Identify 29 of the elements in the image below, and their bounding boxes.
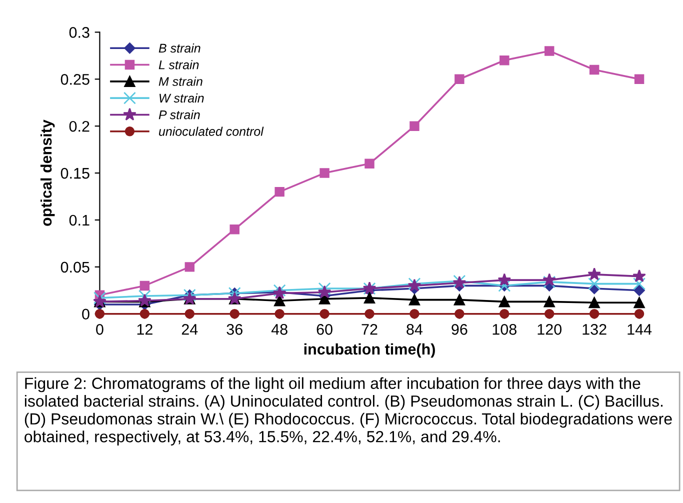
x-tick-label: 0 xyxy=(96,324,104,335)
legend-label: L strain xyxy=(158,60,199,70)
legend-label: W strain xyxy=(160,93,204,103)
y-tick-label: 0.2 xyxy=(69,120,90,132)
y-tick-label: 0.15 xyxy=(60,168,90,179)
x-tick-label: 108 xyxy=(492,324,516,335)
y-tick-label: 0.25 xyxy=(60,74,90,85)
x-tick-label: 12 xyxy=(137,324,152,335)
x-tick-label: 36 xyxy=(226,324,242,335)
legend-label: M strain xyxy=(158,76,202,86)
y-tick-label: 0 xyxy=(82,308,90,320)
x-tick-label: 132 xyxy=(582,324,606,335)
caption: Figure 2: Chromatograms of the light oil medium after incubation for three days with the isolated bacterial strains. (A) Uninoculated control. (B) Pseudomonas strain L. (C) Bacillus. (D) Pseudomonas strain W.\ (E) Rhodococcus. (F) Micrococcus. Total biodegradations were obtained, respectively, at 53.4%, 15.5%, 22.4%, 52.1%, and 29.4%. xyxy=(24,377,672,446)
x-tick-label: 144 xyxy=(628,324,652,335)
x-tick-label: 48 xyxy=(271,324,288,335)
y-tick-label: 0.3 xyxy=(69,27,90,38)
x-tick-label: 72 xyxy=(362,324,378,335)
y-axis-title: optical density xyxy=(40,120,55,226)
legend-label: B strain xyxy=(158,43,200,53)
x-tick-label: 84 xyxy=(406,324,423,335)
legend-label: P strain xyxy=(158,110,200,120)
x-tick-label: 120 xyxy=(538,324,562,335)
y-tick-label: 0.1 xyxy=(69,214,90,226)
legend-label: unioculated control xyxy=(158,126,264,136)
x-tick-label: 24 xyxy=(182,324,198,335)
x-tick-label: 60 xyxy=(316,324,332,335)
x-tick-label: 96 xyxy=(452,324,468,335)
y-tick-label: 0.05 xyxy=(60,262,90,273)
x-axis-title: incubation time(h) xyxy=(304,343,435,358)
